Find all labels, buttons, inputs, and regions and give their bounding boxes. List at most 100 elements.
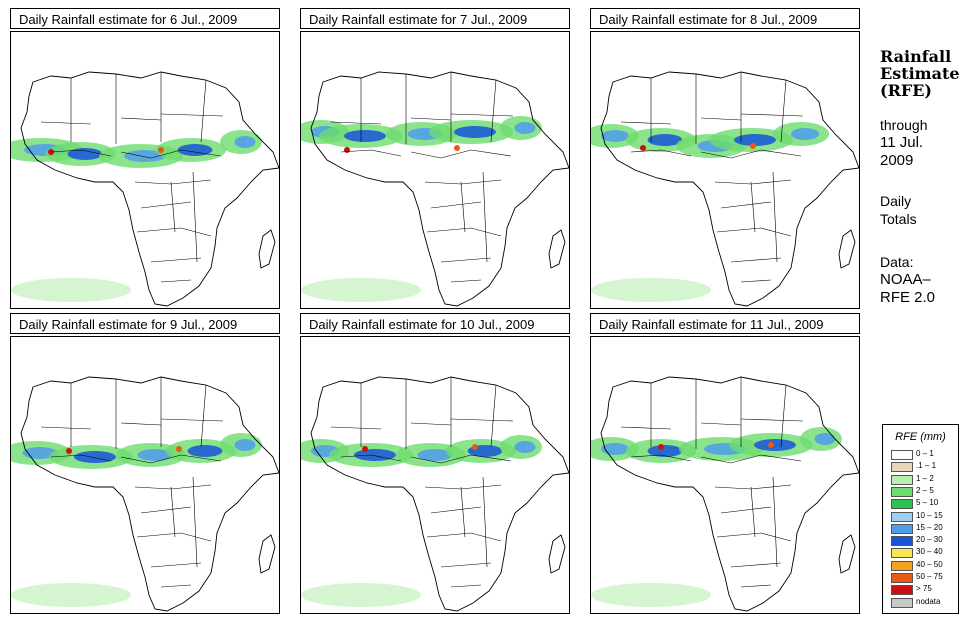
coastline [20, 376, 279, 612]
country-border [120, 149, 222, 159]
product-title: Rainfall Estimate (RFE) [880, 48, 965, 99]
country-border [120, 454, 222, 464]
country-border [450, 279, 482, 283]
title-line: Estimate [880, 64, 960, 83]
map-canvas [591, 71, 859, 307]
rain-area-heavy [67, 148, 103, 160]
country-border [340, 454, 402, 462]
rain-area-heavy [734, 134, 776, 146]
aggregation-text: Daily Totals [880, 192, 965, 228]
legend-label: 5 – 10 [916, 498, 939, 508]
legend-item: 5 – 10 [891, 498, 956, 510]
country-border [426, 532, 502, 542]
period-text: through 11 Jul. 2009 [880, 116, 965, 170]
rain-area-heavy [601, 130, 629, 142]
panel-title: Daily Rainfall estimate for 8 Jul., 2009 [590, 8, 860, 29]
legend-item: 30 – 40 [891, 547, 956, 559]
rain-area-heavy [74, 451, 116, 463]
country-border [440, 562, 492, 568]
rain-core [640, 145, 646, 151]
legend-label: nodata [916, 596, 941, 606]
rain-area-heavy [601, 443, 629, 455]
panel-title: Daily Rainfall estimate for 7 Jul., 2009 [300, 8, 570, 29]
legend-swatch [891, 450, 913, 460]
country-border [410, 149, 512, 159]
country-border [780, 79, 787, 143]
country-border [340, 149, 402, 157]
rain-area-heavy [754, 439, 796, 451]
country-border [700, 149, 802, 159]
rain-area-ocean [591, 583, 711, 607]
country-border [460, 181, 466, 233]
rainfall-map [590, 336, 860, 614]
rain-area-heavy [22, 447, 58, 459]
country-border [490, 79, 497, 143]
country-border [170, 181, 176, 233]
rain-area-heavy [647, 134, 683, 146]
country-border [460, 486, 466, 538]
country-border [714, 179, 792, 185]
legend-swatch [891, 548, 913, 559]
country-border [740, 279, 772, 283]
country-border [714, 484, 792, 490]
rain-area-heavy [454, 126, 496, 138]
rain-core [658, 444, 664, 450]
country-border [136, 532, 212, 542]
legend-label: 0 – 1 [916, 449, 934, 458]
rain-area-heavy [187, 445, 223, 457]
country-border [140, 201, 192, 209]
rain-core [66, 448, 72, 454]
rain-area-heavy [234, 136, 256, 148]
rain-area-heavy [234, 439, 256, 451]
rain-area-ocean [11, 583, 131, 607]
legend-item: 40 – 50 [891, 559, 956, 572]
legend-label: 2 – 5 [916, 485, 934, 495]
country-border [450, 113, 514, 117]
rain-area-heavy [417, 449, 453, 461]
country-border [630, 454, 692, 462]
country-border [120, 117, 162, 121]
country-border [490, 384, 497, 448]
country-border [716, 227, 792, 237]
map-panel-11-jul: Daily Rainfall estimate for 11 Jul., 200… [590, 313, 860, 614]
daily-label: Daily [880, 193, 912, 209]
legend-swatch [891, 499, 913, 510]
country-border [730, 562, 782, 568]
rain-area-heavy [647, 445, 683, 457]
totals-label: Totals [880, 211, 917, 227]
legend-item: 0 – 1 [891, 449, 956, 461]
madagascar-outline [258, 229, 276, 269]
country-border [136, 227, 212, 237]
country-border [160, 279, 192, 283]
legend-item: 10 – 15 [891, 510, 956, 523]
country-border [160, 418, 224, 422]
legend-label: 10 – 15 [916, 510, 943, 520]
rain-area-heavy [124, 150, 166, 162]
country-border [140, 506, 192, 514]
country-border [330, 426, 382, 430]
legend-item: .1 – 1 [891, 461, 956, 473]
map-canvas [11, 71, 279, 307]
rain-area-heavy [814, 433, 836, 445]
map-panel-10-jul: Daily Rainfall estimate for 10 Jul., 200… [300, 313, 570, 614]
panel-title: Daily Rainfall estimate for 11 Jul., 200… [590, 313, 860, 334]
legend-swatch [891, 585, 913, 596]
legend-item: 20 – 30 [891, 535, 956, 547]
legend-label: .1 – 1 [916, 461, 937, 471]
legend-label: 30 – 40 [916, 547, 943, 557]
map-panel-8-jul: Daily Rainfall estimate for 8 Jul., 2009 [590, 8, 860, 309]
color-legend: RFE (mm) 0 – 1 .1 – 1 1 – 2 2 – 5 5 – 10 10 –… [882, 424, 959, 614]
country-border [772, 171, 778, 263]
data-label: Data: [880, 254, 914, 270]
legend-swatch [891, 462, 913, 473]
legend-label: 40 – 50 [916, 559, 943, 569]
coastline [600, 71, 859, 307]
country-border [200, 384, 207, 448]
rainfall-map [300, 31, 570, 309]
panel-title: Daily Rainfall estimate for 10 Jul., 200… [300, 313, 570, 334]
country-border [160, 584, 192, 588]
title-line: Rainfall [880, 47, 952, 66]
map-panel-6-jul: Daily Rainfall estimate for 6 Jul., 2009 [10, 8, 280, 309]
source-line: RFE 2.0 [880, 289, 936, 306]
country-border [430, 506, 482, 514]
